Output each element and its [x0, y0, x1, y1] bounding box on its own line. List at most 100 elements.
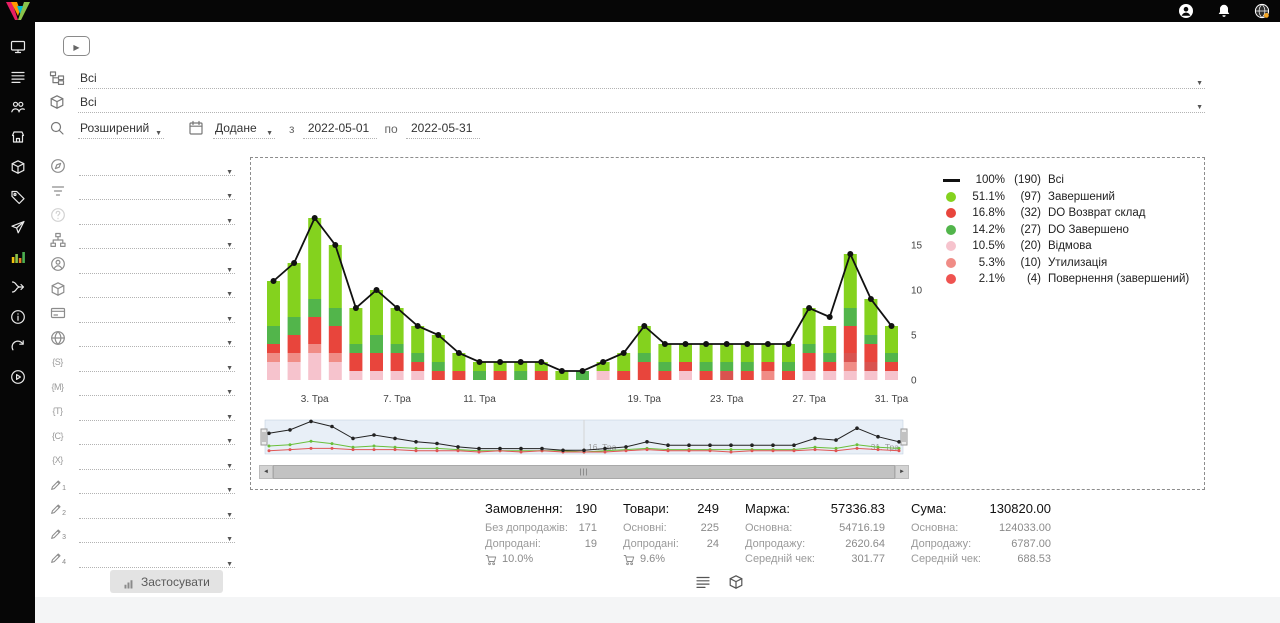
search-mode-select[interactable]: Розширений	[78, 118, 164, 139]
line-point[interactable]	[826, 314, 833, 320]
search-icon[interactable]	[49, 120, 66, 137]
line-point[interactable]	[682, 341, 689, 347]
line-point[interactable]	[641, 323, 648, 329]
bar-segment[interactable]	[637, 362, 651, 380]
line-point[interactable]	[867, 296, 874, 302]
bar-segment[interactable]	[555, 371, 569, 380]
line-point[interactable]	[661, 341, 668, 347]
bar-segment[interactable]	[328, 326, 342, 353]
bar-segment[interactable]	[658, 362, 672, 371]
line-point[interactable]	[311, 215, 318, 221]
line-point[interactable]	[620, 350, 627, 356]
bar-segment[interactable]	[431, 362, 445, 371]
bar-segment[interactable]	[534, 362, 548, 371]
date-field-select[interactable]: Додане	[213, 118, 275, 139]
bar-segment[interactable]	[328, 308, 342, 326]
line-point[interactable]	[455, 350, 462, 356]
bar-segment[interactable]	[782, 362, 795, 371]
apply-button[interactable]: Застосувати	[110, 570, 223, 593]
bar-segment[interactable]	[473, 362, 486, 371]
sidebar-item-video-tutorials[interactable]	[9, 368, 27, 386]
language-globe-icon[interactable]	[1254, 3, 1271, 20]
line-point[interactable]	[414, 323, 421, 329]
bar-segment[interactable]	[802, 371, 816, 380]
sidebar-item-analytics[interactable]	[9, 248, 27, 266]
bar-segment[interactable]	[885, 371, 898, 380]
sidebar-item-sync[interactable]	[9, 338, 27, 356]
user-account-icon[interactable]	[1178, 3, 1195, 20]
chart-scrollbar[interactable]	[259, 465, 909, 479]
bar-segment[interactable]	[411, 371, 425, 380]
bar-segment[interactable]	[637, 353, 651, 362]
bar-segment[interactable]	[328, 353, 342, 362]
bar-segment[interactable]	[287, 335, 301, 353]
bar-segment[interactable]	[349, 308, 363, 344]
bar-segment[interactable]	[349, 353, 363, 371]
bar-segment[interactable]	[761, 371, 775, 380]
bar-segment[interactable]	[328, 362, 342, 380]
bar-segment[interactable]	[740, 371, 754, 380]
var-m-select[interactable]	[79, 377, 235, 397]
line-point[interactable]	[270, 278, 277, 284]
bar-segment[interactable]	[493, 371, 507, 380]
notifications-icon[interactable]	[1216, 3, 1233, 20]
bar-segment[interactable]	[843, 308, 857, 326]
line-point[interactable]	[352, 305, 359, 311]
bar-segment[interactable]	[411, 353, 425, 362]
bar-segment[interactable]	[720, 344, 734, 362]
sidebar-item-products[interactable]	[9, 158, 27, 176]
bar-segment[interactable]	[287, 317, 301, 335]
sidebar-item-info[interactable]	[9, 308, 27, 326]
line-point[interactable]	[600, 359, 607, 365]
line-point[interactable]	[785, 341, 792, 347]
bar-segment[interactable]	[823, 362, 837, 371]
product-filter-select[interactable]: Всі	[78, 92, 1205, 113]
bar-segment[interactable]	[328, 245, 342, 308]
bar-segment[interactable]	[617, 353, 631, 371]
bar-segment[interactable]	[843, 353, 857, 362]
bar-segment[interactable]	[431, 335, 445, 362]
custom-field-1-select[interactable]	[79, 475, 235, 495]
date-from-input[interactable]: 2022-05-01	[302, 118, 377, 139]
line-point[interactable]	[291, 260, 298, 266]
funnel-select[interactable]	[79, 181, 235, 201]
scrollbar-track[interactable]	[273, 465, 895, 479]
line-point[interactable]	[744, 341, 751, 347]
bar-segment[interactable]	[761, 344, 775, 362]
bar-segment[interactable]	[782, 344, 795, 362]
bar-segment[interactable]	[349, 371, 363, 380]
bar-segment[interactable]	[617, 371, 631, 380]
video-help-button[interactable]	[63, 36, 90, 56]
products-view-toggle[interactable]	[728, 574, 744, 590]
bar-segment[interactable]	[514, 371, 528, 380]
scroll-left-arrow[interactable]	[259, 465, 273, 479]
bar-segment[interactable]	[534, 371, 548, 380]
bar-segment[interactable]	[885, 353, 898, 362]
line-point[interactable]	[723, 341, 730, 347]
bar-segment[interactable]	[885, 362, 898, 371]
product-filter-select[interactable]	[79, 279, 235, 299]
bar-segment[interactable]	[390, 344, 404, 353]
bar-segment[interactable]	[864, 335, 878, 344]
bar-segment[interactable]	[349, 344, 363, 353]
line-point[interactable]	[579, 368, 586, 374]
bar-segment[interactable]	[782, 371, 795, 380]
navigator-handle-left[interactable]	[260, 428, 268, 446]
bar-segment[interactable]	[802, 308, 816, 344]
bar-segment[interactable]	[576, 371, 589, 380]
bar-segment[interactable]	[452, 371, 466, 380]
bar-segment[interactable]	[267, 281, 280, 326]
bar-segment[interactable]	[267, 344, 280, 353]
bar-segment[interactable]	[370, 335, 383, 353]
bar-segment[interactable]	[411, 326, 425, 353]
line-point[interactable]	[394, 305, 401, 311]
line-point[interactable]	[558, 368, 565, 374]
line-point[interactable]	[888, 323, 895, 329]
bar-segment[interactable]	[431, 371, 445, 380]
bar-segment[interactable]	[308, 218, 322, 299]
bar-segment[interactable]	[390, 353, 404, 371]
bar-segment[interactable]	[864, 344, 878, 362]
bar-segment[interactable]	[843, 326, 857, 353]
var-t-select[interactable]	[79, 402, 235, 421]
line-point[interactable]	[764, 341, 771, 347]
